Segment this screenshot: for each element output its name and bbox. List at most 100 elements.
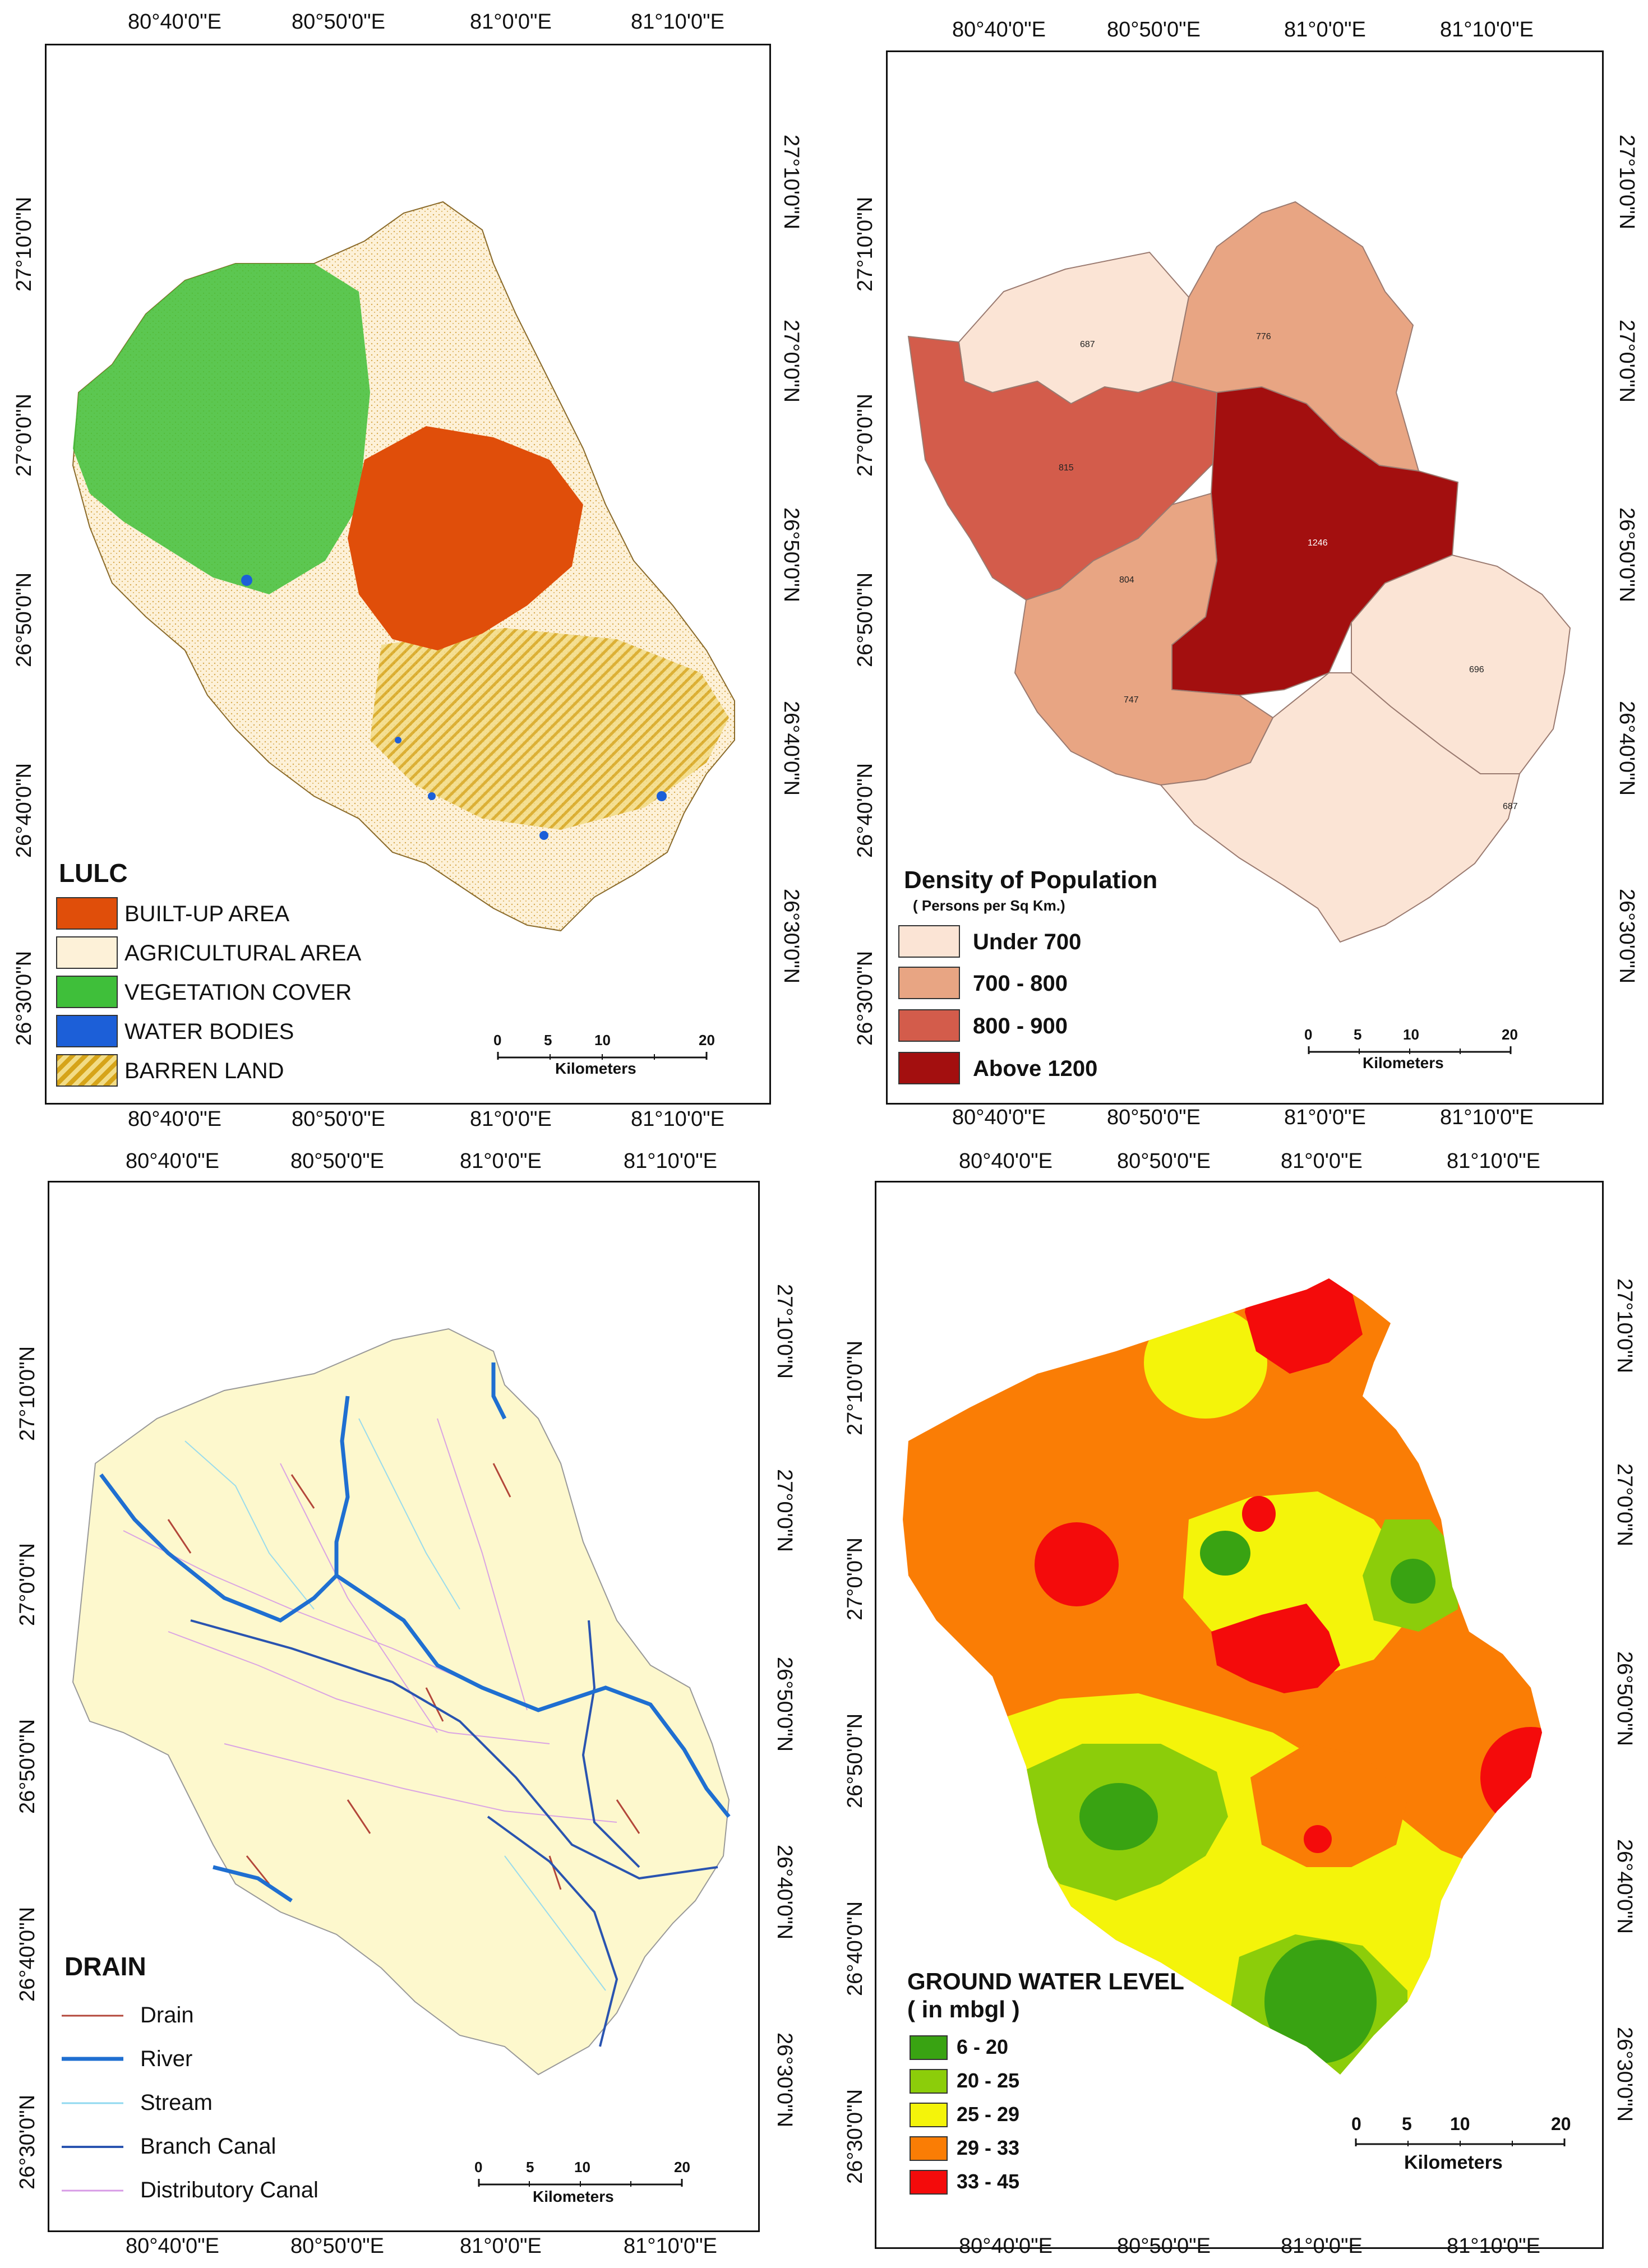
gw-zone-25-29-north: [1144, 1306, 1267, 1419]
scale-bar-graphic: [1308, 1046, 1512, 1054]
lulc-legend-title: LULC: [59, 858, 128, 888]
gw-zone-29-33-middle: [1250, 1744, 1407, 1867]
swatch-gw-25-29: [910, 2103, 948, 2127]
density-region-687-south: [1160, 672, 1521, 943]
lon-tick-bottom: 80°40'0"E: [126, 2234, 219, 2258]
scale-tick-label: 20: [699, 1032, 715, 1048]
scale-bar-graphic: [1355, 2138, 1566, 2146]
lon-tick-bottom: 80°50'0"E: [1117, 2234, 1211, 2258]
legend-branch-canal-line: [62, 2146, 123, 2148]
lulc-vegetation-zone: [73, 264, 370, 594]
swatch-under-700: [898, 925, 960, 958]
lon-tick-top: 81°10'0"E: [1447, 1149, 1540, 1173]
drain-district-map: [72, 1328, 731, 2076]
groundwater-legend-subtitle: ( in mbgl ): [907, 1996, 1020, 2022]
legend-gw-25-29: 25 - 29: [957, 2103, 1020, 2126]
legend-drain: Drain: [140, 2003, 194, 2027]
lon-tick-bottom: 80°40'0"E: [952, 1106, 1046, 1129]
swatch-above-1200: [898, 1052, 960, 1084]
legend-distributory-canal-line: [62, 2190, 123, 2192]
lon-tick-bottom: 80°50'0"E: [1107, 1106, 1201, 1129]
density-map-panel: 80°40'0"E 80°50'0"E 81°0'0"E 81°10'0"E 8…: [824, 0, 1648, 1129]
scale-tick-label: 0: [1351, 2114, 1361, 2134]
lon-tick-top: 80°50'0"E: [1107, 18, 1201, 41]
lon-tick-bottom: 81°0'0"E: [1284, 1106, 1366, 1129]
gw-zone-6-20-southwest: [1079, 1783, 1158, 1850]
scale-unit: Kilometers: [533, 2188, 614, 2205]
lon-tick-top: 80°40'0"E: [959, 1149, 1052, 1173]
scale-tick-label: 0: [493, 1032, 502, 1048]
gw-zone-33-45-centre: [1211, 1604, 1340, 1693]
lon-tick-bottom: 80°40'0"E: [128, 1107, 221, 1131]
lon-tick-bottom: 80°50'0"E: [292, 1107, 385, 1131]
lon-tick-top: 81°10'0"E: [1440, 18, 1534, 41]
scale-tick-label: 20: [674, 2159, 690, 2175]
lon-tick-top: 81°0'0"E: [1284, 18, 1366, 41]
region-value-label: 804: [1119, 575, 1134, 585]
groundwater-map-panel: 80°40'0"E 80°50'0"E 81°0'0"E 81°10'0"E 8…: [824, 1127, 1648, 2268]
scale-tick-label: 10: [1403, 1026, 1419, 1043]
lon-tick-top: 80°50'0"E: [1117, 1149, 1211, 1173]
lon-tick-top: 81°10'0"E: [631, 10, 724, 34]
scale-tick-label: 10: [574, 2159, 590, 2175]
branch-canal-main: [190, 1619, 718, 1880]
scale-unit: Kilometers: [1363, 1054, 1444, 1071]
branch-canal-east: [581, 1620, 640, 1868]
scale-tick-label: 10: [1450, 2114, 1470, 2134]
swatch-agricultural: [56, 936, 118, 969]
region-value-label: 687: [1080, 340, 1095, 349]
drain-map-panel: 80°40'0"E 80°50'0"E 81°0'0"E 81°10'0"E 8…: [0, 1127, 819, 2268]
scale-tick-label: 5: [1402, 2114, 1412, 2134]
swatch-gw-29-33: [910, 2136, 948, 2161]
density-region-687-north: [958, 251, 1190, 405]
legend-branch-canal: Branch Canal: [140, 2134, 276, 2159]
lulc-scale-bar: 0 5 10 20 Kilometers: [493, 1032, 718, 1077]
legend-800-900: 800 - 900: [973, 1014, 1068, 1038]
scale-bar-graphic: [478, 2179, 683, 2187]
lon-tick-top: 80°50'0"E: [290, 1149, 384, 1173]
scale-tick-label: 5: [526, 2159, 534, 2175]
lon-tick-bottom: 81°0'0"E: [1281, 2234, 1363, 2258]
legend-river: River: [140, 2047, 193, 2071]
swatch-gw-20-25: [910, 2069, 948, 2094]
legend-vegetation: VEGETATION COVER: [124, 980, 352, 1005]
river-ne: [491, 1362, 507, 1420]
gw-zone-6-20-centre: [1200, 1531, 1250, 1576]
legend-water: WATER BODIES: [124, 1019, 294, 1044]
lon-tick-top: 81°0'0"E: [470, 10, 552, 34]
drain-scale-bar: 0 5 10 20 Kilometers: [474, 2159, 699, 2205]
legend-drain-line: [62, 2015, 123, 2017]
river-west: [99, 1473, 731, 1818]
lon-tick-bottom: 81°10'0"E: [1447, 2234, 1540, 2258]
legend-under-700: Under 700: [973, 930, 1082, 954]
lon-tick-bottom: 81°10'0"E: [631, 1107, 724, 1131]
swatch-800-900: [898, 1009, 960, 1042]
scale-unit: Kilometers: [1404, 2152, 1503, 2173]
region-value-label: 747: [1124, 695, 1139, 705]
region-value-label: 815: [1059, 463, 1074, 473]
legend-distributory-canal: Distributory Canal: [140, 2178, 318, 2202]
legend-stream-line: [62, 2102, 123, 2104]
legend-gw-29-33: 29 - 33: [957, 2136, 1020, 2159]
lon-tick-top: 80°50'0"E: [292, 10, 385, 34]
gw-zone-33-45-small: [1242, 1496, 1276, 1532]
scale-unit: Kilometers: [555, 1060, 636, 1077]
lon-tick-top: 81°10'0"E: [624, 1149, 717, 1173]
groundwater-legend-title: GROUND WATER LEVEL: [907, 1968, 1184, 1994]
river-north: [334, 1396, 350, 1576]
lon-tick-bottom: 81°10'0"E: [1440, 1106, 1534, 1129]
swatch-vegetation: [56, 976, 118, 1008]
scale-tick-label: 5: [1354, 1026, 1362, 1043]
swatch-built-up: [56, 897, 118, 930]
legend-agricultural: AGRICULTURAL AREA: [124, 941, 362, 966]
legend-gw-20-25: 20 - 25: [957, 2069, 1020, 2092]
scale-tick-label: 20: [1502, 1026, 1518, 1043]
scale-tick-label: 20: [1551, 2114, 1571, 2134]
scale-tick-label: 5: [544, 1032, 552, 1048]
legend-built-up: BUILT-UP AREA: [124, 902, 290, 926]
lon-tick-top: 81°0'0"E: [460, 1149, 542, 1173]
swatch-water: [56, 1015, 118, 1047]
swatch-barren: [56, 1054, 118, 1087]
gw-zone-6-20-east: [1391, 1559, 1435, 1604]
legend-above-1200: Above 1200: [973, 1056, 1098, 1081]
